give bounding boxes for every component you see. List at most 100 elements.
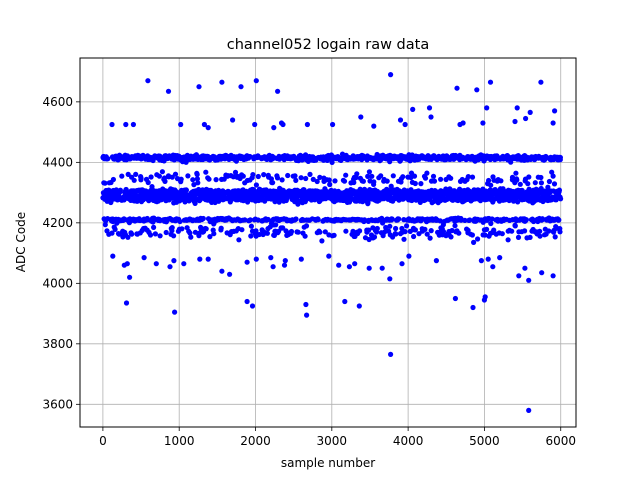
data-point [532, 180, 538, 186]
data-point [396, 216, 402, 222]
data-point [133, 171, 139, 177]
outlier-point [127, 274, 133, 280]
data-point [119, 173, 125, 179]
data-point [206, 176, 212, 182]
outlier-point [522, 265, 528, 271]
data-point [102, 180, 108, 186]
data-point [183, 187, 189, 193]
data-point [317, 174, 323, 180]
data-point [471, 239, 477, 245]
outlier-point [452, 295, 458, 302]
data-point [138, 175, 144, 181]
x-tick-label: 6000 [545, 434, 576, 448]
data-point [515, 199, 521, 205]
data-point [273, 222, 279, 228]
data-point [194, 171, 200, 178]
outlier-point [227, 271, 233, 277]
data-point [163, 229, 169, 236]
outlier-point [271, 125, 277, 131]
data-point [431, 178, 438, 184]
chart-title: channel052 logain raw data [227, 37, 429, 53]
x-tick-label: 3000 [317, 434, 348, 448]
data-point [456, 230, 462, 236]
x-tick-label: 2000 [240, 434, 271, 448]
data-point [354, 171, 360, 177]
data-point [556, 187, 563, 193]
data-point [366, 236, 372, 243]
data-point [550, 173, 556, 179]
data-point [302, 233, 308, 239]
data-point [365, 173, 371, 179]
data-point [374, 225, 380, 232]
outlier-point [358, 114, 364, 120]
data-point [125, 234, 131, 240]
data-point [265, 216, 271, 223]
data-point [366, 227, 372, 233]
outlier-point [172, 309, 178, 315]
data-point [440, 229, 447, 235]
outlier-point [124, 261, 130, 267]
data-point [467, 217, 473, 223]
data-point [112, 226, 118, 232]
x-tick-label: 4000 [393, 434, 424, 448]
data-point [522, 228, 528, 234]
data-point [488, 220, 494, 227]
data-point [187, 230, 193, 236]
data-point [491, 227, 497, 233]
outlier-point [275, 88, 281, 94]
outlier-point [387, 276, 393, 282]
data-point [411, 233, 417, 240]
data-point [292, 173, 298, 179]
data-point [371, 234, 378, 240]
data-point [389, 216, 395, 222]
data-point [484, 226, 490, 232]
outlier-point [550, 273, 556, 279]
data-point [110, 176, 116, 183]
data-point [247, 217, 253, 223]
data-point [545, 184, 551, 190]
data-point [207, 234, 213, 240]
data-point [546, 228, 552, 234]
data-point [418, 181, 424, 187]
data-point [295, 229, 301, 235]
data-point [250, 172, 256, 178]
data-point [264, 230, 270, 236]
data-point [341, 178, 348, 184]
y-tick-label: 3800 [42, 337, 73, 351]
outlier-point [516, 273, 522, 279]
outlier-point [270, 264, 276, 270]
data-point [486, 177, 492, 184]
data-point [247, 153, 253, 160]
data-point [129, 231, 135, 237]
axis-ticks: 0 1000 2000 3000 4000 5000 6000 3600 3800 4000 420… [42, 95, 576, 448]
data-point [240, 173, 246, 179]
data-point [498, 178, 504, 184]
data-point [488, 182, 494, 188]
data-point [285, 172, 291, 179]
data-point [399, 225, 405, 232]
outlier-point [109, 121, 115, 128]
data-point [162, 178, 168, 184]
outlier-point [304, 121, 310, 128]
outlier-point [552, 108, 558, 114]
data-point [469, 232, 475, 238]
outlier-point [230, 117, 236, 123]
data-point [280, 225, 286, 231]
y-tick-label: 4000 [42, 276, 73, 290]
outlier-point [181, 261, 187, 267]
outlier-point [371, 123, 377, 129]
outlier-point [526, 407, 532, 413]
data-point [514, 177, 520, 183]
outlier-point [550, 120, 556, 126]
outlier-point [253, 256, 259, 262]
outlier-point [478, 258, 484, 264]
y-tick-label: 4200 [42, 216, 73, 230]
data-point [400, 174, 406, 180]
data-point [462, 217, 468, 223]
data-point [314, 178, 320, 185]
data-point [248, 223, 254, 229]
data-point [465, 227, 471, 233]
outlier-point [280, 121, 286, 128]
data-point [279, 177, 285, 183]
data-points [100, 72, 564, 413]
